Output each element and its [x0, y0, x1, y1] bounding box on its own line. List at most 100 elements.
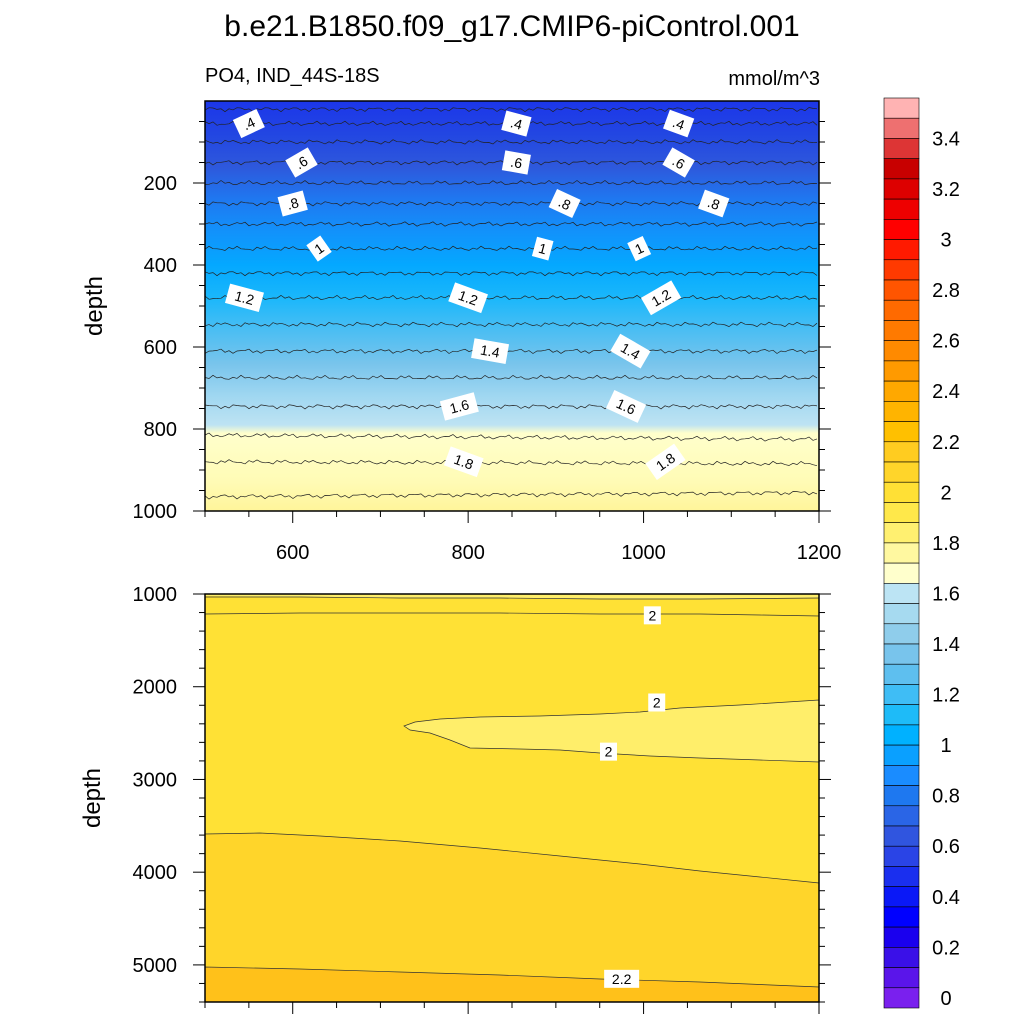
- x-tick-label: 600: [276, 542, 309, 564]
- contour-label: .4: [501, 110, 532, 137]
- colorbar-swatch: [883, 866, 920, 887]
- y-tick-label: 5000: [133, 955, 178, 977]
- svg-text:2: 2: [653, 694, 661, 710]
- colorbar-swatch: [883, 603, 920, 625]
- svg-text:2: 2: [648, 607, 656, 623]
- svg-text:1: 1: [537, 240, 549, 258]
- colorbar-swatch: [883, 805, 920, 827]
- colorbar-label: 0.8: [932, 786, 960, 808]
- colorbar-label: 2.8: [932, 280, 960, 302]
- svg-text:.8: .8: [285, 194, 301, 213]
- lower-y-axis-title: depth: [79, 768, 106, 828]
- colorbar-swatch: [883, 461, 920, 483]
- colorbar-swatch: [883, 744, 920, 766]
- contour-label: 2: [643, 606, 661, 625]
- colorbar-swatch: [883, 947, 920, 968]
- colorbar-swatch: [883, 886, 920, 908]
- lower-panel: 2 2 2 2.2 1000 2000 3000 4000 5000 depth: [79, 584, 831, 1014]
- colorbar-swatch: [883, 239, 920, 261]
- colorbar-label: 1.8: [932, 533, 960, 555]
- colorbar-swatch: [883, 178, 920, 200]
- colorbar-swatch: [883, 97, 920, 119]
- svg-text:1.6: 1.6: [614, 395, 639, 418]
- y-tick-label: 200: [144, 173, 177, 195]
- contour-line: [204, 107, 818, 113]
- contour-line: [204, 374, 818, 380]
- contour-label: .6: [501, 150, 531, 175]
- contour-label: 1.4: [471, 338, 510, 364]
- y-tick-label: 400: [144, 255, 177, 277]
- colorbar-label: 3: [940, 230, 951, 252]
- contour-line: [204, 404, 818, 410]
- colorbar-label: 1: [940, 735, 951, 757]
- contour-label: 1: [531, 236, 554, 261]
- svg-text:.4: .4: [509, 114, 525, 133]
- svg-text:.8: .8: [706, 194, 723, 213]
- svg-text:1.4: 1.4: [479, 342, 501, 361]
- contour-line: [204, 221, 818, 227]
- svg-text:1.6: 1.6: [448, 396, 471, 417]
- contour-label: 2: [648, 693, 666, 712]
- contour-2.0-upper: [204, 612, 820, 617]
- colorbar-label: 0.4: [932, 887, 960, 909]
- contour-label: 1.6: [605, 389, 647, 423]
- upper-y-axis: 200 400 600 800 1000: [133, 121, 831, 523]
- colorbar-label: 3.4: [932, 128, 960, 150]
- contour-label: 1.4: [610, 333, 651, 369]
- colorbar-label: 1.4: [932, 634, 960, 656]
- contour-label: 2.2: [604, 969, 640, 988]
- contour-line: [204, 271, 818, 277]
- svg-text:1.2: 1.2: [456, 287, 480, 309]
- x-tick-label: 800: [451, 542, 484, 564]
- upper-contour-labels: .4 .4 .4 .6 .6 .6 .8 .8 .8 1 1 1 1.2 1.2 1.2 1.4 1.4 1.6 1…: [224, 108, 730, 481]
- svg-text:.4: .4: [670, 114, 687, 133]
- colorbar-swatch: [883, 138, 920, 159]
- colorbar-swatch: [883, 704, 920, 726]
- colorbar-swatch: [883, 765, 920, 786]
- colorbar: 3.4 3.2 3 2.8 2.6 2.4 2.2 2 1.8 1.6 1.4 1.2 1 0.8 0.6 0…: [883, 97, 960, 1010]
- colorbar-swatch: [883, 320, 920, 341]
- contour-label: 1: [306, 235, 332, 262]
- y-tick-label: 1000: [133, 501, 178, 523]
- contour-label: .4: [663, 109, 695, 138]
- lower-contour-labels: 2 2 2 2.2: [599, 606, 666, 988]
- contour-label: 1.8: [443, 446, 484, 478]
- y-tick-label: 3000: [133, 769, 178, 791]
- y-tick-label: 2000: [133, 677, 178, 699]
- contour-line: [204, 321, 818, 328]
- colorbar-swatch: [883, 643, 920, 665]
- colorbar-swatch: [883, 542, 920, 564]
- colorbar-label: 2.4: [932, 381, 960, 403]
- contour-line: [204, 245, 818, 251]
- contour-line: [204, 139, 818, 145]
- colorbar-swatch: [883, 684, 920, 705]
- colorbar-label: 3.2: [932, 179, 960, 201]
- colorbar-swatch: [883, 360, 920, 382]
- colorbar-label: 0: [940, 988, 951, 1010]
- upper-y-axis-title: depth: [81, 276, 108, 336]
- colorbar-swatch: [883, 967, 920, 989]
- contour-line: [204, 348, 818, 354]
- contour-label: .8: [277, 190, 308, 217]
- upper-x-axis: 600 800 1000 1200: [204, 511, 841, 564]
- contour-label: 1.2: [448, 282, 489, 314]
- contour-label: 1.2: [224, 283, 264, 312]
- colorbar-swatch: [883, 481, 920, 503]
- contour-label: 1.2: [640, 280, 682, 316]
- colorbar-swatch: [883, 502, 920, 523]
- colorbar-swatch: [883, 724, 920, 746]
- contour-label: .6: [662, 147, 695, 178]
- colorbar-swatch: [883, 421, 920, 443]
- contour-line: [204, 180, 818, 185]
- contour-label: .6: [285, 147, 318, 178]
- colorbar-swatch: [883, 562, 920, 584]
- colorbar-swatch: [883, 219, 920, 240]
- colorbar-swatch: [883, 926, 920, 948]
- colorbar-label: 0.2: [932, 937, 960, 959]
- colorbar-label: 1.6: [932, 583, 960, 605]
- colorbar-swatch: [883, 785, 920, 807]
- contour-label: .4: [232, 108, 265, 139]
- colorbar-swatch: [883, 401, 920, 422]
- upper-panel: .4 .4 .4 .6 .6 .6 .8 .8 .8 1 1 1 1.2 1.2 1.2 1.4 1.4 1.6 1…: [81, 100, 841, 564]
- svg-text:2.2: 2.2: [612, 971, 632, 987]
